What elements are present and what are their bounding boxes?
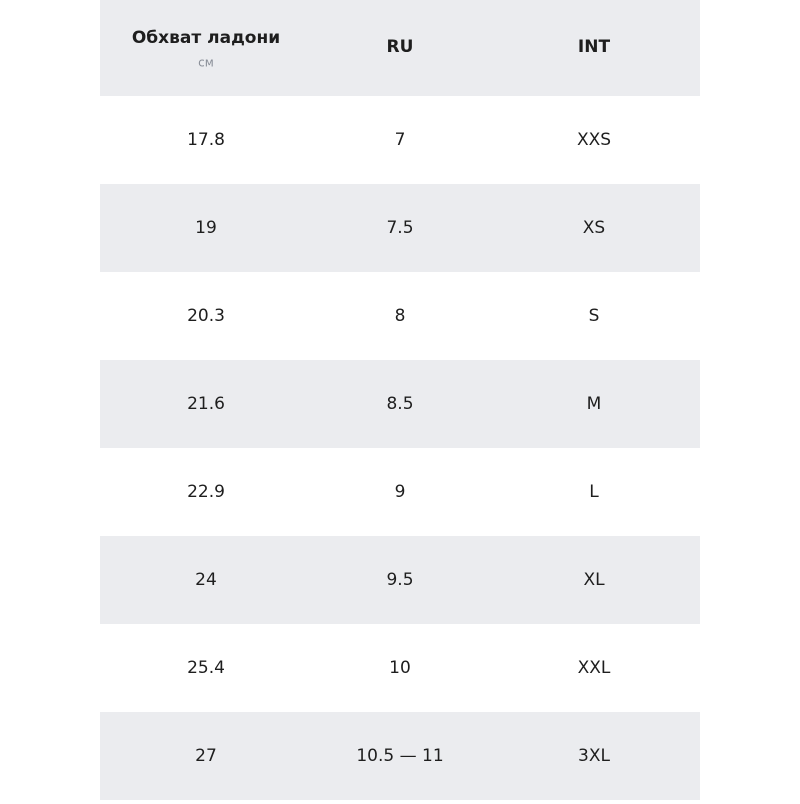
header-cell: Обхват ладони: [132, 28, 280, 48]
table-cell: 8: [395, 306, 406, 326]
row-background: [100, 536, 700, 624]
table-cell: 3XL: [578, 746, 610, 766]
table-cell: M: [587, 394, 602, 414]
table-cell: XL: [583, 570, 605, 590]
table-cell: S: [589, 306, 600, 326]
table-cell: XS: [583, 218, 605, 238]
row-background: [100, 360, 700, 448]
table-cell: 21.6: [187, 394, 225, 414]
table-cell: XXL: [578, 658, 611, 678]
table-cell: L: [589, 482, 599, 502]
table-cell: XXS: [577, 130, 611, 150]
row-background: [100, 272, 700, 360]
table-cell: 9: [395, 482, 406, 502]
row-background: [100, 448, 700, 536]
row-background: [100, 624, 700, 712]
table-cell: 7.5: [386, 218, 413, 238]
table-cell: 8.5: [386, 394, 413, 414]
row-background: [100, 712, 700, 800]
table-cell: 7: [395, 130, 406, 150]
header-background: [100, 0, 700, 96]
header-cell: INT: [578, 37, 611, 57]
row-background: [100, 96, 700, 184]
table-cell: 25.4: [187, 658, 225, 678]
table-cell: 27: [195, 746, 217, 766]
table-cell: 9.5: [386, 570, 413, 590]
table-cell: 17.8: [187, 130, 225, 150]
table-cell: 19: [195, 218, 217, 238]
header-unit: см: [198, 56, 214, 70]
table-cell: 10: [389, 658, 411, 678]
table-cell: 24: [195, 570, 217, 590]
table-cell: 20.3: [187, 306, 225, 326]
table-cell: 22.9: [187, 482, 225, 502]
header-cell: RU: [387, 37, 414, 57]
row-background: [100, 184, 700, 272]
table-cell: 10.5 — 11: [356, 746, 443, 766]
